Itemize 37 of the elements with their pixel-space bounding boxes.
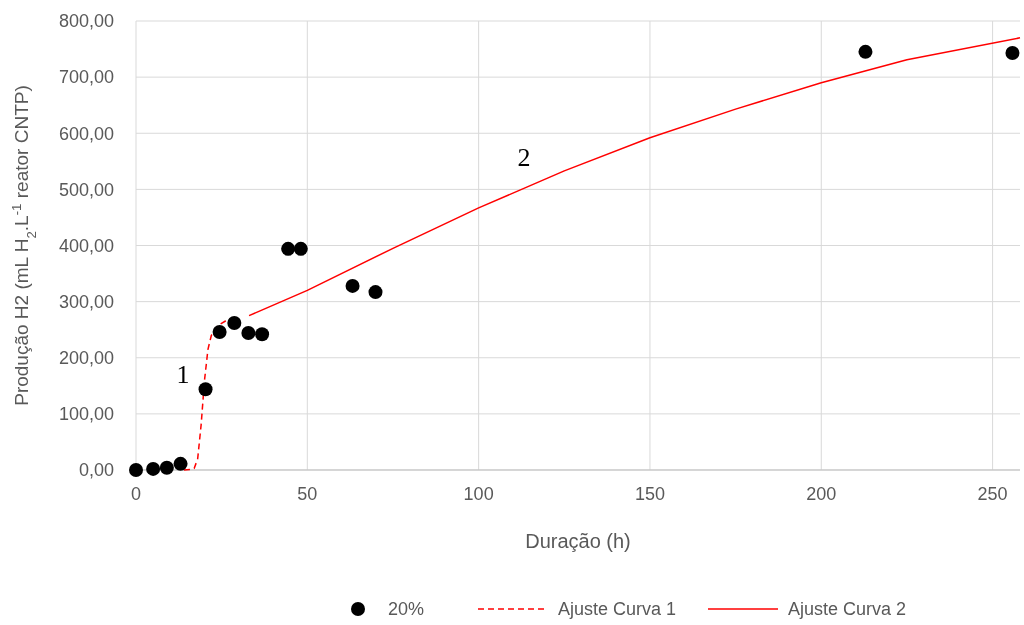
point bbox=[173, 456, 188, 471]
point bbox=[255, 327, 270, 342]
point bbox=[241, 326, 256, 341]
legend-label: 20% bbox=[388, 599, 425, 620]
x-tick-label: 50 bbox=[297, 484, 318, 504]
y-tick-label: 200,00 bbox=[58, 348, 114, 369]
point bbox=[281, 241, 296, 256]
point bbox=[212, 324, 227, 339]
y-tick-label: 800,00 bbox=[58, 11, 114, 32]
y-tick-label: 600,00 bbox=[58, 123, 114, 144]
point bbox=[858, 44, 873, 59]
x-tick-label: 200 bbox=[806, 484, 837, 504]
legend-label: Ajuste Curva 1 bbox=[558, 599, 677, 620]
x-axis-title: Duração (h) bbox=[525, 530, 631, 552]
point bbox=[368, 285, 383, 300]
point bbox=[129, 463, 143, 477]
legend-label: Ajuste Curva 2 bbox=[788, 599, 907, 620]
annotation: 2 bbox=[517, 143, 531, 172]
point bbox=[159, 460, 174, 475]
y-tick-label: 400,00 bbox=[58, 235, 114, 256]
point bbox=[293, 241, 308, 256]
y-tick-label: 500,00 bbox=[58, 179, 114, 200]
y-tick-label: 300,00 bbox=[58, 291, 114, 312]
point bbox=[198, 382, 213, 397]
y-tick-label: 700,00 bbox=[58, 67, 114, 88]
x-tick-label: 0 bbox=[130, 484, 142, 504]
x-tick-label: 100 bbox=[463, 484, 494, 504]
line-series bbox=[248, 37, 1021, 317]
y-tick-label: 100,00 bbox=[58, 404, 114, 425]
x-tick-label: 150 bbox=[634, 484, 665, 504]
point bbox=[146, 461, 161, 476]
x-tick-label: 250 bbox=[977, 484, 1008, 504]
point bbox=[227, 315, 242, 330]
point bbox=[1005, 45, 1020, 60]
point bbox=[345, 278, 360, 293]
y-tick-label: 0,00 bbox=[78, 460, 114, 481]
annotation: 1 bbox=[176, 360, 190, 389]
